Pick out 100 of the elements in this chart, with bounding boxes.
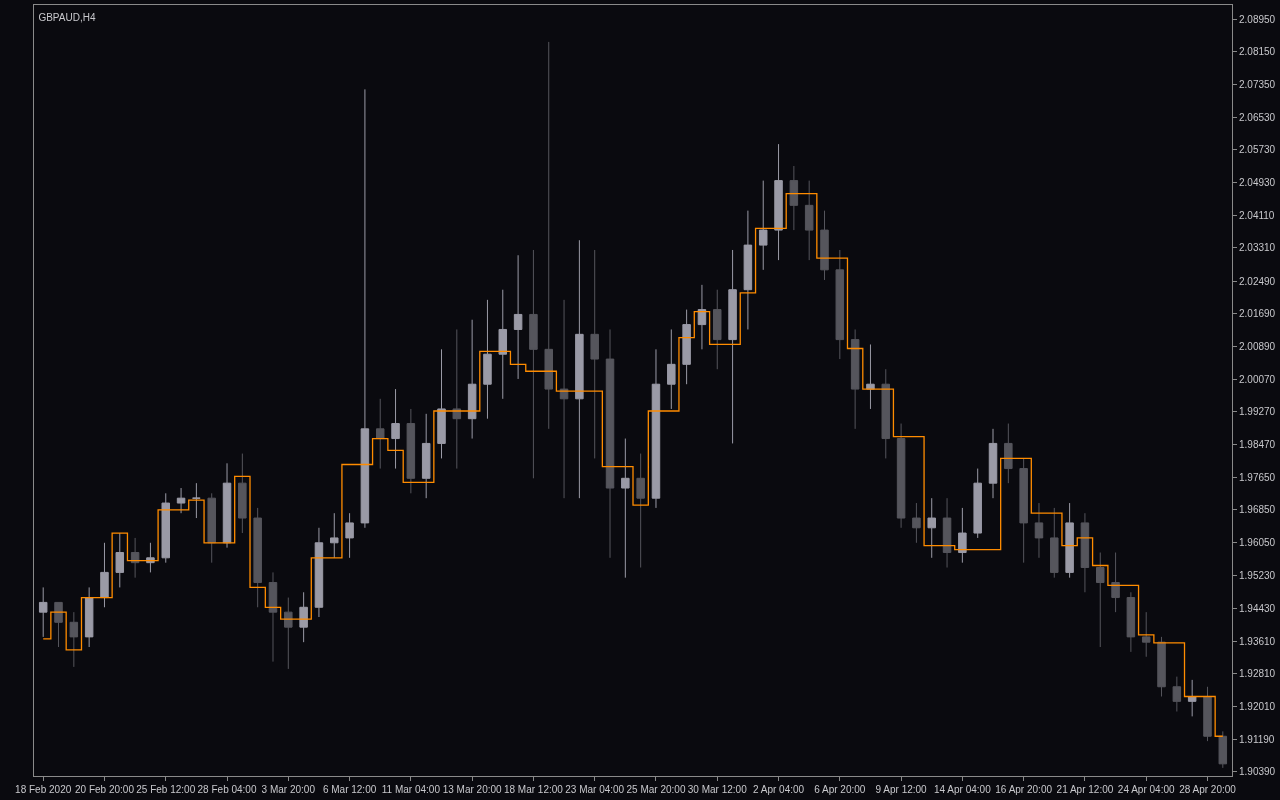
candlestick	[912, 502, 921, 544]
candlestick	[222, 462, 232, 549]
y-tick-label: 1.94430	[1239, 602, 1276, 614]
candlestick	[452, 328, 462, 470]
y-tick-label: 1.90390	[1239, 766, 1276, 778]
candlestick	[651, 348, 661, 509]
candlestick	[161, 492, 170, 564]
candlestick	[406, 408, 416, 494]
x-tick-label: 3 Mar 20:00	[261, 784, 316, 795]
candlestick	[1065, 502, 1074, 579]
candlestick	[1172, 676, 1182, 713]
y-tick-label: 2.05730	[1239, 144, 1276, 156]
y-tick-label: 2.04110	[1239, 209, 1275, 221]
y-tick-label: 1.92810	[1239, 668, 1276, 680]
candlestick	[330, 512, 339, 559]
candlestick	[697, 284, 707, 350]
y-tick-label: 2.00070	[1239, 373, 1276, 385]
candlestick	[621, 438, 630, 579]
y-tick-label: 2.06530	[1239, 111, 1276, 123]
y-tick-label: 2.07350	[1239, 78, 1276, 90]
candlestick	[253, 507, 262, 608]
candlestick	[590, 249, 599, 459]
candlestick	[38, 586, 48, 638]
y-tick-label: 1.99270	[1239, 406, 1276, 418]
candlestick	[238, 453, 247, 534]
candlestick	[1004, 423, 1013, 484]
candlestick	[513, 254, 523, 380]
x-tick-label: 11 Mar 04:00	[381, 784, 441, 795]
y-tick-label: 2.08150	[1239, 46, 1276, 58]
x-tick-label: 2 Apr 04:00	[752, 784, 805, 795]
x-tick-label: 18 Mar 12:00	[503, 784, 564, 795]
y-tick-label: 1.92010	[1239, 700, 1276, 712]
candlestick	[942, 497, 952, 569]
candlestick	[268, 571, 278, 663]
candlestick	[835, 249, 845, 360]
x-tick-label: 13 Mar 20:00	[442, 784, 503, 795]
y-tick-label: 1.91190	[1239, 734, 1275, 745]
y-tick-label: 2.03310	[1239, 242, 1276, 254]
candlestick	[483, 299, 492, 420]
candlestick	[437, 348, 446, 459]
y-tick-label: 1.97650	[1239, 472, 1276, 483]
y-tick-label: 2.08950	[1239, 13, 1276, 25]
x-tick-label: 16 Apr 20:00	[995, 784, 1053, 795]
candlestick	[958, 507, 967, 564]
candlestick	[84, 586, 94, 648]
candlestick	[498, 289, 508, 400]
x-tick-label: 25 Mar 20:00	[626, 784, 686, 795]
y-tick-label: 1.96850	[1239, 504, 1276, 516]
candlestick	[575, 239, 584, 499]
x-tick-label: 23 Mar 04:00	[565, 784, 625, 795]
candlestick	[789, 165, 799, 231]
x-tick-label: 28 Feb 04:00	[197, 784, 257, 795]
candlestick	[758, 180, 768, 271]
y-tick-label: 1.96050	[1239, 536, 1276, 548]
x-tick-label: 14 Apr 04:00	[934, 784, 992, 795]
candlestick	[100, 542, 109, 608]
y-tick-label: 1.93610	[1239, 635, 1276, 647]
x-tick-label: 21 Apr 12:00	[1056, 784, 1114, 795]
x-tick-label: 28 Apr 20:00	[1179, 784, 1237, 795]
candlestick	[667, 328, 676, 410]
candlestick	[1080, 512, 1090, 593]
x-tick-label: 20 Feb 20:00	[75, 784, 135, 795]
candlestick	[728, 249, 737, 444]
y-tick-label: 1.95230	[1239, 570, 1276, 582]
candlestick	[1141, 611, 1151, 658]
candlestick	[130, 537, 140, 579]
candlestick	[636, 453, 645, 569]
candlestick	[973, 468, 982, 539]
candlestick	[467, 319, 477, 440]
x-tick-label: 25 Feb 12:00	[136, 784, 196, 795]
candlestick	[743, 210, 753, 330]
y-tick-label: 2.02490	[1239, 275, 1276, 287]
y-tick-label: 2.00890	[1239, 340, 1276, 352]
candlestick	[54, 601, 63, 648]
candlestick	[544, 41, 553, 430]
candlestick	[284, 597, 293, 670]
candlestick	[804, 180, 814, 261]
candlestick	[1187, 679, 1197, 717]
x-tick-label: 6 Apr 20:00	[814, 784, 866, 795]
x-tick-label: 30 Mar 12:00	[687, 784, 748, 795]
candlestick	[774, 143, 783, 261]
candlestick	[192, 482, 201, 519]
candlestick	[1126, 591, 1136, 653]
candlestick	[391, 388, 400, 470]
candlestick	[713, 289, 722, 370]
y-tick-label: 2.01690	[1239, 308, 1276, 320]
candlestick	[1096, 552, 1105, 648]
candlestick	[115, 532, 125, 588]
candlestick	[850, 328, 860, 430]
candlestick	[360, 88, 370, 529]
candlestick	[1203, 686, 1212, 742]
candlestick	[559, 299, 569, 499]
candlestick	[1019, 457, 1028, 564]
x-tick-label: 6 Mar 12:00	[322, 784, 377, 795]
candlestick	[896, 423, 906, 529]
candlestick	[1034, 502, 1044, 559]
candlestick	[927, 497, 936, 559]
candlestick	[176, 487, 186, 514]
candlestick	[881, 368, 891, 459]
candlestick	[69, 611, 79, 668]
